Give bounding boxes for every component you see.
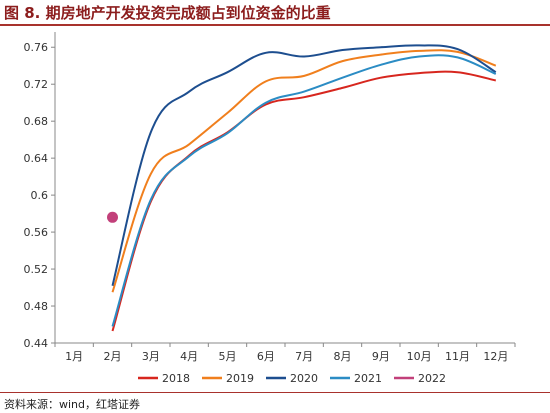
y-tick-label: 0.44 (24, 337, 49, 350)
x-tick-label: 4月 (180, 350, 198, 363)
figure-title-bar: 图 8. 期房地产开发投资完成额占到位资金的比重 (0, 0, 550, 24)
series-line-2018 (111, 70, 497, 332)
x-tick-label: 7月 (295, 350, 313, 363)
chart-legend: 2018 2019 2020 2021 2022 (138, 372, 446, 385)
source-rule (0, 392, 550, 393)
y-tick-label: 0.52 (24, 263, 49, 276)
x-tick-label: 2月 (104, 350, 122, 363)
chart-axes (54, 32, 515, 344)
x-tick-label: 11月 (445, 350, 470, 363)
x-tick-label: 5月 (219, 350, 237, 363)
x-tick-label: 9月 (372, 350, 390, 363)
y-tick-label: 0.48 (24, 300, 49, 313)
x-tick-label: 6月 (257, 350, 275, 363)
legend-label-2021: 2021 (354, 372, 382, 385)
chart-series (107, 44, 497, 332)
x-tick-label: 8月 (334, 350, 352, 363)
legend-label-2018: 2018 (162, 372, 190, 385)
series-line-2019 (111, 49, 497, 293)
y-axis-ticks: 0.44 0.48 0.52 0.56 0.6 0.64 0.68 0.72 0.76 (24, 41, 55, 350)
source-note: 资料来源：wind，红塔证券 (4, 398, 141, 411)
legend-label-2020: 2020 (290, 372, 318, 385)
x-axis-ticks: 1月 2月 3月 4月 5月 6月 7月 8月 9月 10月 11月 12月 (54, 343, 516, 363)
title-rule (0, 24, 550, 26)
series-point-2022 (107, 211, 118, 223)
x-tick-label: 12月 (483, 350, 508, 363)
legend-label-2022: 2022 (418, 372, 446, 385)
y-tick-label: 0.56 (24, 226, 49, 239)
y-tick-label: 0.76 (24, 41, 49, 54)
line-chart: 0.44 0.48 0.52 0.56 0.6 0.64 0.68 0.72 0.76 1月 2月… (24, 32, 516, 385)
y-tick-label: 0.68 (24, 115, 49, 128)
legend-label-2019: 2019 (226, 372, 254, 385)
figure-title: 图 8. 期房地产开发投资完成额占到位资金的比重 (4, 4, 331, 22)
y-tick-label: 0.6 (31, 189, 49, 202)
x-tick-label: 3月 (142, 350, 160, 363)
x-tick-label: 10月 (407, 350, 432, 363)
series-line-2020 (111, 44, 497, 286)
y-tick-label: 0.72 (24, 78, 49, 91)
y-tick-label: 0.64 (24, 152, 49, 165)
x-tick-label: 1月 (65, 350, 83, 363)
series-line-2021 (111, 54, 497, 327)
